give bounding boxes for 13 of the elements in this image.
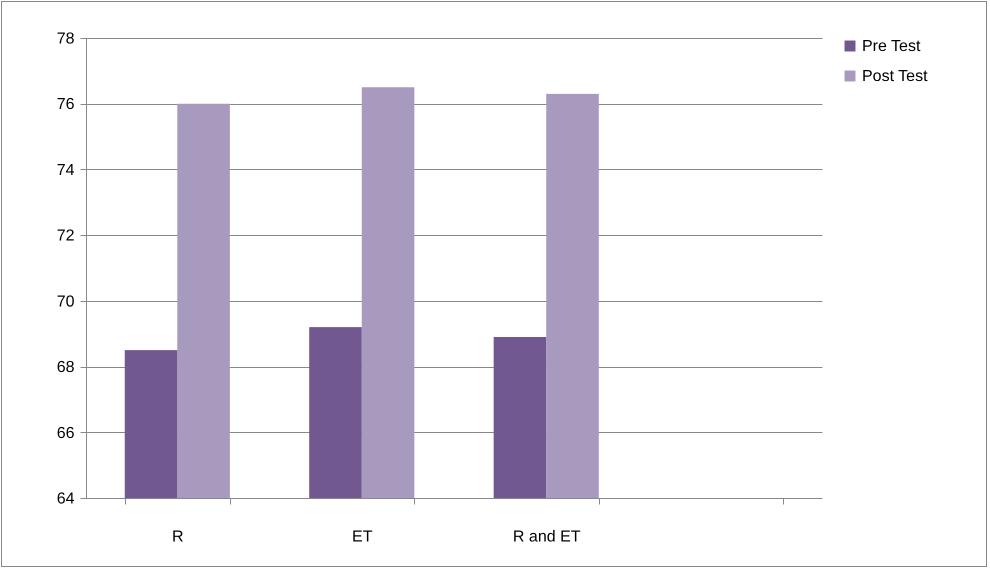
x-tick-label: R and ET xyxy=(512,528,581,546)
y-tick-label: 66 xyxy=(56,424,75,442)
y-tick-label: 74 xyxy=(56,162,75,179)
legend-label: Pre Test xyxy=(862,38,921,55)
y-tick-label: 78 xyxy=(56,30,75,48)
y-tick-label: 64 xyxy=(56,490,75,508)
y-tick-label: 76 xyxy=(56,96,75,114)
y-tick-label: 68 xyxy=(56,359,75,376)
x-tick-label: R xyxy=(172,528,184,546)
y-tick-label: 72 xyxy=(56,228,75,245)
legend-label: Post Test xyxy=(862,68,928,85)
x-tick-label: ET xyxy=(352,528,373,546)
y-tick-label: 70 xyxy=(56,293,75,310)
